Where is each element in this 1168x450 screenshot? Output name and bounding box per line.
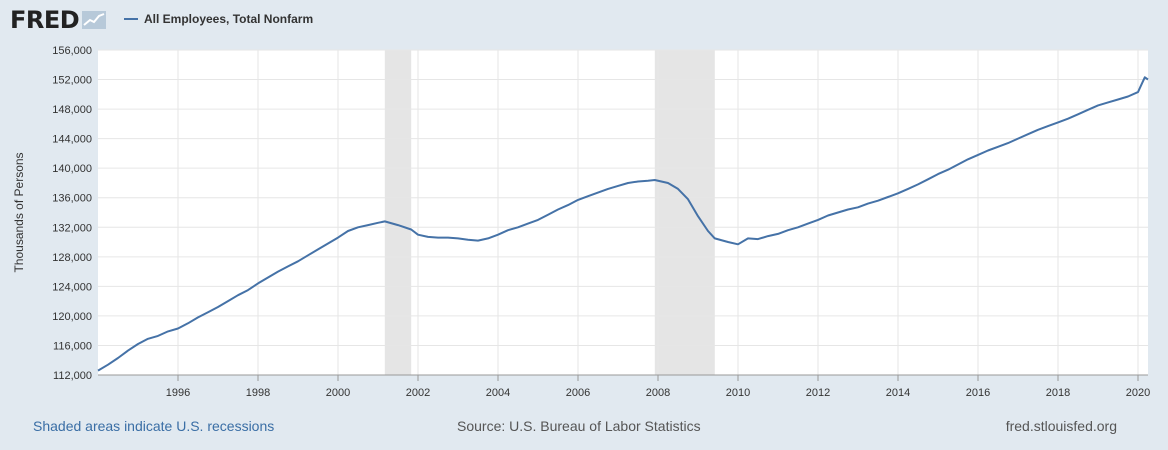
fred-logo[interactable]: FRED xyxy=(10,6,107,34)
x-tick-label: 1998 xyxy=(246,387,270,399)
x-tick-label: 2004 xyxy=(486,387,510,399)
fred-logo-text: FRED xyxy=(10,6,80,34)
x-tick-label: 2016 xyxy=(966,387,990,399)
fred-chart-icon xyxy=(82,11,107,29)
site-link[interactable]: fred.stlouisfed.org xyxy=(1005,418,1117,434)
plot-area xyxy=(98,50,1148,375)
y-tick-label: 144,000 xyxy=(52,134,92,146)
x-tick-label: 2012 xyxy=(806,387,830,399)
y-axis-label: Thousands of Persons xyxy=(12,152,26,272)
x-tick-label: 2008 xyxy=(646,387,670,399)
x-tick-label: 2020 xyxy=(1126,387,1150,399)
y-tick-label: 136,000 xyxy=(52,193,92,205)
chart-legend: All Employees, Total Nonfarm xyxy=(124,12,313,26)
y-tick-label: 128,000 xyxy=(52,252,92,264)
y-tick-label: 152,000 xyxy=(52,75,92,87)
x-tick-label: 2010 xyxy=(726,387,750,399)
y-tick-label: 156,000 xyxy=(52,45,92,57)
x-tick-label: 2018 xyxy=(1046,387,1070,399)
y-tick-label: 112,000 xyxy=(53,370,92,382)
y-tick-label: 120,000 xyxy=(52,311,92,323)
source-text: Source: U.S. Bureau of Labor Statistics xyxy=(457,418,701,434)
series-line xyxy=(97,76,1149,372)
x-tick-label: 2006 xyxy=(566,387,590,399)
recession-note-link[interactable]: Shaded areas indicate U.S. recessions xyxy=(33,418,275,434)
x-tick-label: 2000 xyxy=(326,387,350,399)
y-tick-label: 124,000 xyxy=(52,281,92,293)
recession-band xyxy=(384,50,412,375)
recession-band xyxy=(654,50,715,375)
x-tick-label: 1996 xyxy=(166,387,190,399)
legend-label: All Employees, Total Nonfarm xyxy=(144,12,314,26)
y-tick-label: 148,000 xyxy=(52,104,92,116)
x-tick-label: 2002 xyxy=(406,387,430,399)
y-tick-label: 116,000 xyxy=(53,340,92,352)
x-tick-label: 2014 xyxy=(886,387,910,399)
line-chart: 112,000 116,000 120,000 124,000 128,000 132,0… xyxy=(12,45,1150,399)
y-tick-label: 140,000 xyxy=(52,163,92,175)
legend-swatch xyxy=(124,18,138,20)
y-tick-label: 132,000 xyxy=(52,222,92,234)
